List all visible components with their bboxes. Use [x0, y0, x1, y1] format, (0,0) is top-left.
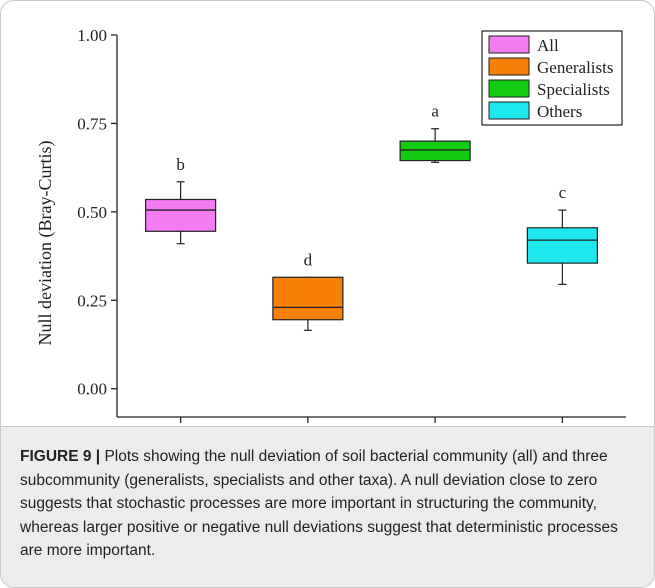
box-others	[526, 227, 598, 264]
y-tick-label: 0.75	[77, 114, 107, 133]
y-tick-label: 0.25	[77, 291, 107, 310]
y-tick-label: 0.50	[77, 203, 107, 222]
legend-swatch	[488, 101, 530, 120]
box-plot-chart: Null deviation (Bray-Curtis) 0.00 0.25 0.5…	[35, 26, 626, 423]
figure-caption-text: Plots showing the null deviation of soil…	[20, 448, 618, 559]
significance-letter: b	[176, 155, 185, 174]
y-tick-label: 1.00	[77, 26, 107, 45]
y-tick-label: 0.00	[77, 380, 107, 399]
legend-label: Others	[537, 102, 582, 121]
figure-caption: FIGURE 9 | Plots showing the null deviat…	[20, 445, 640, 563]
legend-label: All	[537, 36, 559, 55]
figure-label: FIGURE 9 |	[20, 448, 101, 465]
y-axis-label: Null deviation (Bray-Curtis)	[35, 141, 56, 346]
legend-swatch	[488, 79, 530, 98]
significance-letter: a	[431, 102, 439, 121]
box-all	[145, 198, 217, 232]
legend-label: Generalists	[537, 58, 613, 77]
box-generalists	[272, 276, 344, 321]
legend-swatch	[488, 57, 530, 76]
legend-label: Specialists	[537, 80, 610, 99]
box-specialists	[399, 140, 471, 162]
caption-panel	[1, 426, 654, 587]
legend-swatch	[488, 35, 530, 54]
significance-letter: c	[559, 183, 567, 202]
significance-letter: d	[304, 250, 313, 269]
